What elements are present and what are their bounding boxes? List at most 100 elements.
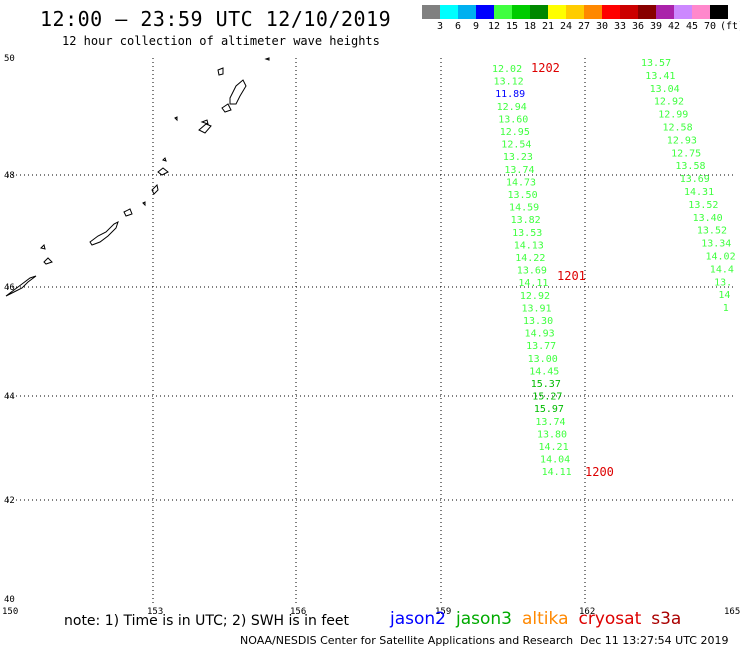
track-time-label: 1202 [531, 61, 560, 75]
legend-swatch [620, 5, 638, 19]
wave-height-value: 13.30 [523, 316, 553, 327]
legend-swatch [692, 5, 710, 19]
wave-height-value: 14.04 [540, 455, 570, 466]
wave-height-value: 12.92 [520, 291, 550, 302]
legend-label: 6 [454, 21, 462, 32]
wave-height-value: 13.23 [503, 152, 533, 163]
wave-height-value: 14.13 [514, 240, 544, 251]
island-shape [174, 116, 178, 122]
legend-label: 39 [649, 21, 663, 32]
satellite-name-s3a: s3a [651, 609, 682, 629]
island-shape [89, 221, 119, 246]
legend-swatch [476, 5, 494, 19]
island-shape [40, 244, 46, 250]
longitude-tick-label: 162 [579, 607, 595, 617]
latitude-tick-label: 50 [4, 54, 15, 64]
credit-line: NOAA/NESDIS Center for Satellite Applica… [240, 634, 574, 647]
island-shape [200, 119, 209, 125]
wave-height-value: 15.97 [534, 404, 564, 415]
wave-height-value: 13.12 [494, 77, 524, 88]
legend-label: 45 [685, 21, 699, 32]
island-shape [229, 79, 247, 105]
legend-label: 12 [487, 21, 501, 32]
wave-height-value: 15.37 [531, 379, 561, 390]
latitude-tick-label: 48 [4, 171, 15, 181]
legend-swatch [530, 5, 548, 19]
latitude-tick-label: 42 [4, 496, 15, 506]
wave-height-value: 13.60 [498, 114, 528, 125]
wave-height-value: 14.11 [542, 467, 572, 478]
satellite-name-cryosat: cryosat [578, 609, 642, 629]
generated-timestamp: Dec 11 13:27:54 UTC 2019 [580, 634, 729, 647]
wave-height-value: 14.59 [509, 203, 539, 214]
coastline-kuril-islands [5, 57, 270, 297]
latitude-tick-label: 46 [4, 283, 15, 293]
legend-swatch [458, 5, 476, 19]
island-shape [123, 208, 133, 217]
longitude-tick-label: 156 [290, 607, 306, 617]
island-shape [151, 183, 159, 195]
longitude-tick-label: 150 [2, 607, 18, 617]
lat-lon-grid [8, 58, 736, 604]
latitude-tick-label: 44 [4, 392, 15, 402]
wave-height-value: 12.92 [654, 97, 684, 108]
wave-height-value: 13.52 [697, 226, 727, 237]
satellite-name-jason2: jason2 [390, 609, 446, 629]
latitude-tick-label: 40 [4, 595, 15, 605]
wave-height-value: 13.74 [535, 417, 565, 428]
island-shape [264, 57, 270, 61]
wave-height-value: 13.74 [504, 165, 534, 176]
island-shape [217, 67, 224, 76]
wave-height-value: 13.41 [645, 71, 675, 82]
wave-height-value: 13. [714, 277, 732, 288]
page-title: 12:00 — 23:59 UTC 12/10/2019 [40, 7, 392, 31]
legend-swatch [710, 5, 728, 19]
legend-label: 33 [613, 21, 627, 32]
wave-height-value: 13.04 [650, 84, 680, 95]
axis-tick-labels: 150 153 156 159 162 165 50 48 46 44 42 40 [2, 54, 740, 617]
legend-label: 3 [436, 21, 444, 32]
island-shape [5, 275, 37, 297]
wave-height-value: 12.58 [663, 123, 693, 134]
wave-height-value: 12.93 [667, 135, 697, 146]
legend-swatch [584, 5, 602, 19]
legend-label: 9 [472, 21, 480, 32]
wave-height-value: 13.77 [526, 341, 556, 352]
longitude-tick-label: 153 [147, 607, 163, 617]
legend-swatch [512, 5, 530, 19]
wave-height-value: 14.93 [525, 329, 555, 340]
wave-height-value: 12.99 [658, 110, 688, 121]
legend-label: 18 [523, 21, 537, 32]
wave-height-value: 11.89 [495, 89, 525, 100]
wave-height-value: 13.00 [528, 354, 558, 365]
legend-label: 30 [595, 21, 609, 32]
wave-height-value: 14.02 [706, 252, 736, 263]
island-shape [162, 157, 167, 162]
wave-height-value: 14.31 [684, 187, 714, 198]
legend-swatch [548, 5, 566, 19]
legend-swatch [494, 5, 512, 19]
wave-height-value: 13.50 [508, 190, 538, 201]
legend-label: 42 [667, 21, 681, 32]
legend-swatch [674, 5, 692, 19]
legend-unit: (ft) [719, 21, 740, 32]
legend-label: 70 [703, 21, 717, 32]
legend-label: 27 [577, 21, 591, 32]
longitude-tick-label: 165 [724, 607, 740, 617]
wave-height-value: 13.34 [701, 239, 731, 250]
legend-label: 21 [541, 21, 555, 32]
legend-swatch [638, 5, 656, 19]
satellite-name-altika: altika [522, 609, 569, 629]
wave-height-value: 1 [723, 303, 729, 314]
island-shape [142, 201, 146, 207]
color-legend [422, 5, 728, 19]
wave-height-value: 12.94 [497, 102, 527, 113]
island-shape [43, 257, 53, 265]
legend-swatch [566, 5, 584, 19]
wave-height-value: 13.91 [521, 303, 551, 314]
wave-height-value: 13.40 [693, 213, 723, 224]
wave-height-value: 14.11 [518, 278, 548, 289]
legend-label: 36 [631, 21, 645, 32]
